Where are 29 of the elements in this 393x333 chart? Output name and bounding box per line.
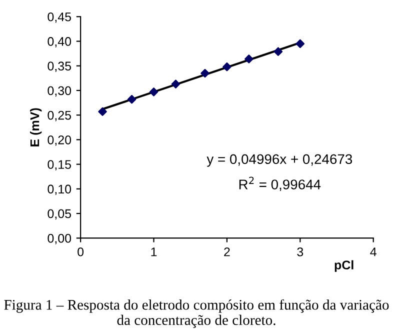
x-tick-label: 2 [224,247,230,256]
x-tick-label: 1 [151,248,157,256]
point [222,62,232,72]
point [200,68,210,78]
annotation: y = 0,04996x + 0,24673 [206,154,352,167]
x-tick-label: 3 [297,247,304,256]
point [98,107,107,116]
x-tick-label: 0 [78,247,84,256]
point [127,94,136,104]
point [296,39,305,48]
annotation: R$^{2}$ = 0,99644 [239,176,321,192]
y-tick-label: 0,15 [48,160,72,170]
text: Figura 1 – Resposta do eletrodo compósito em função da variação da concentração de cloreto. [4,299,389,328]
y-axis-title: E (mV) [30,108,42,146]
x-tick-label: 4 [370,248,376,256]
point [244,54,254,64]
point [149,88,158,96]
y-tick-label: 0,25 [48,110,72,122]
y-tick-label: 0,00 [48,234,72,244]
point [274,47,283,56]
y-tick-label: 0,35 [48,62,72,72]
y-tick-label: 0,10 [48,184,72,196]
y-tick-label: 0,30 [48,86,72,97]
y-tick-label: 0,40 [48,37,72,48]
point [171,80,180,88]
x-axis-title: pCl [334,260,354,272]
y-tick-label: 0,45 [48,12,72,23]
y-tick-label: 0,20 [48,135,72,146]
y-tick-label: 0,05 [48,209,72,220]
